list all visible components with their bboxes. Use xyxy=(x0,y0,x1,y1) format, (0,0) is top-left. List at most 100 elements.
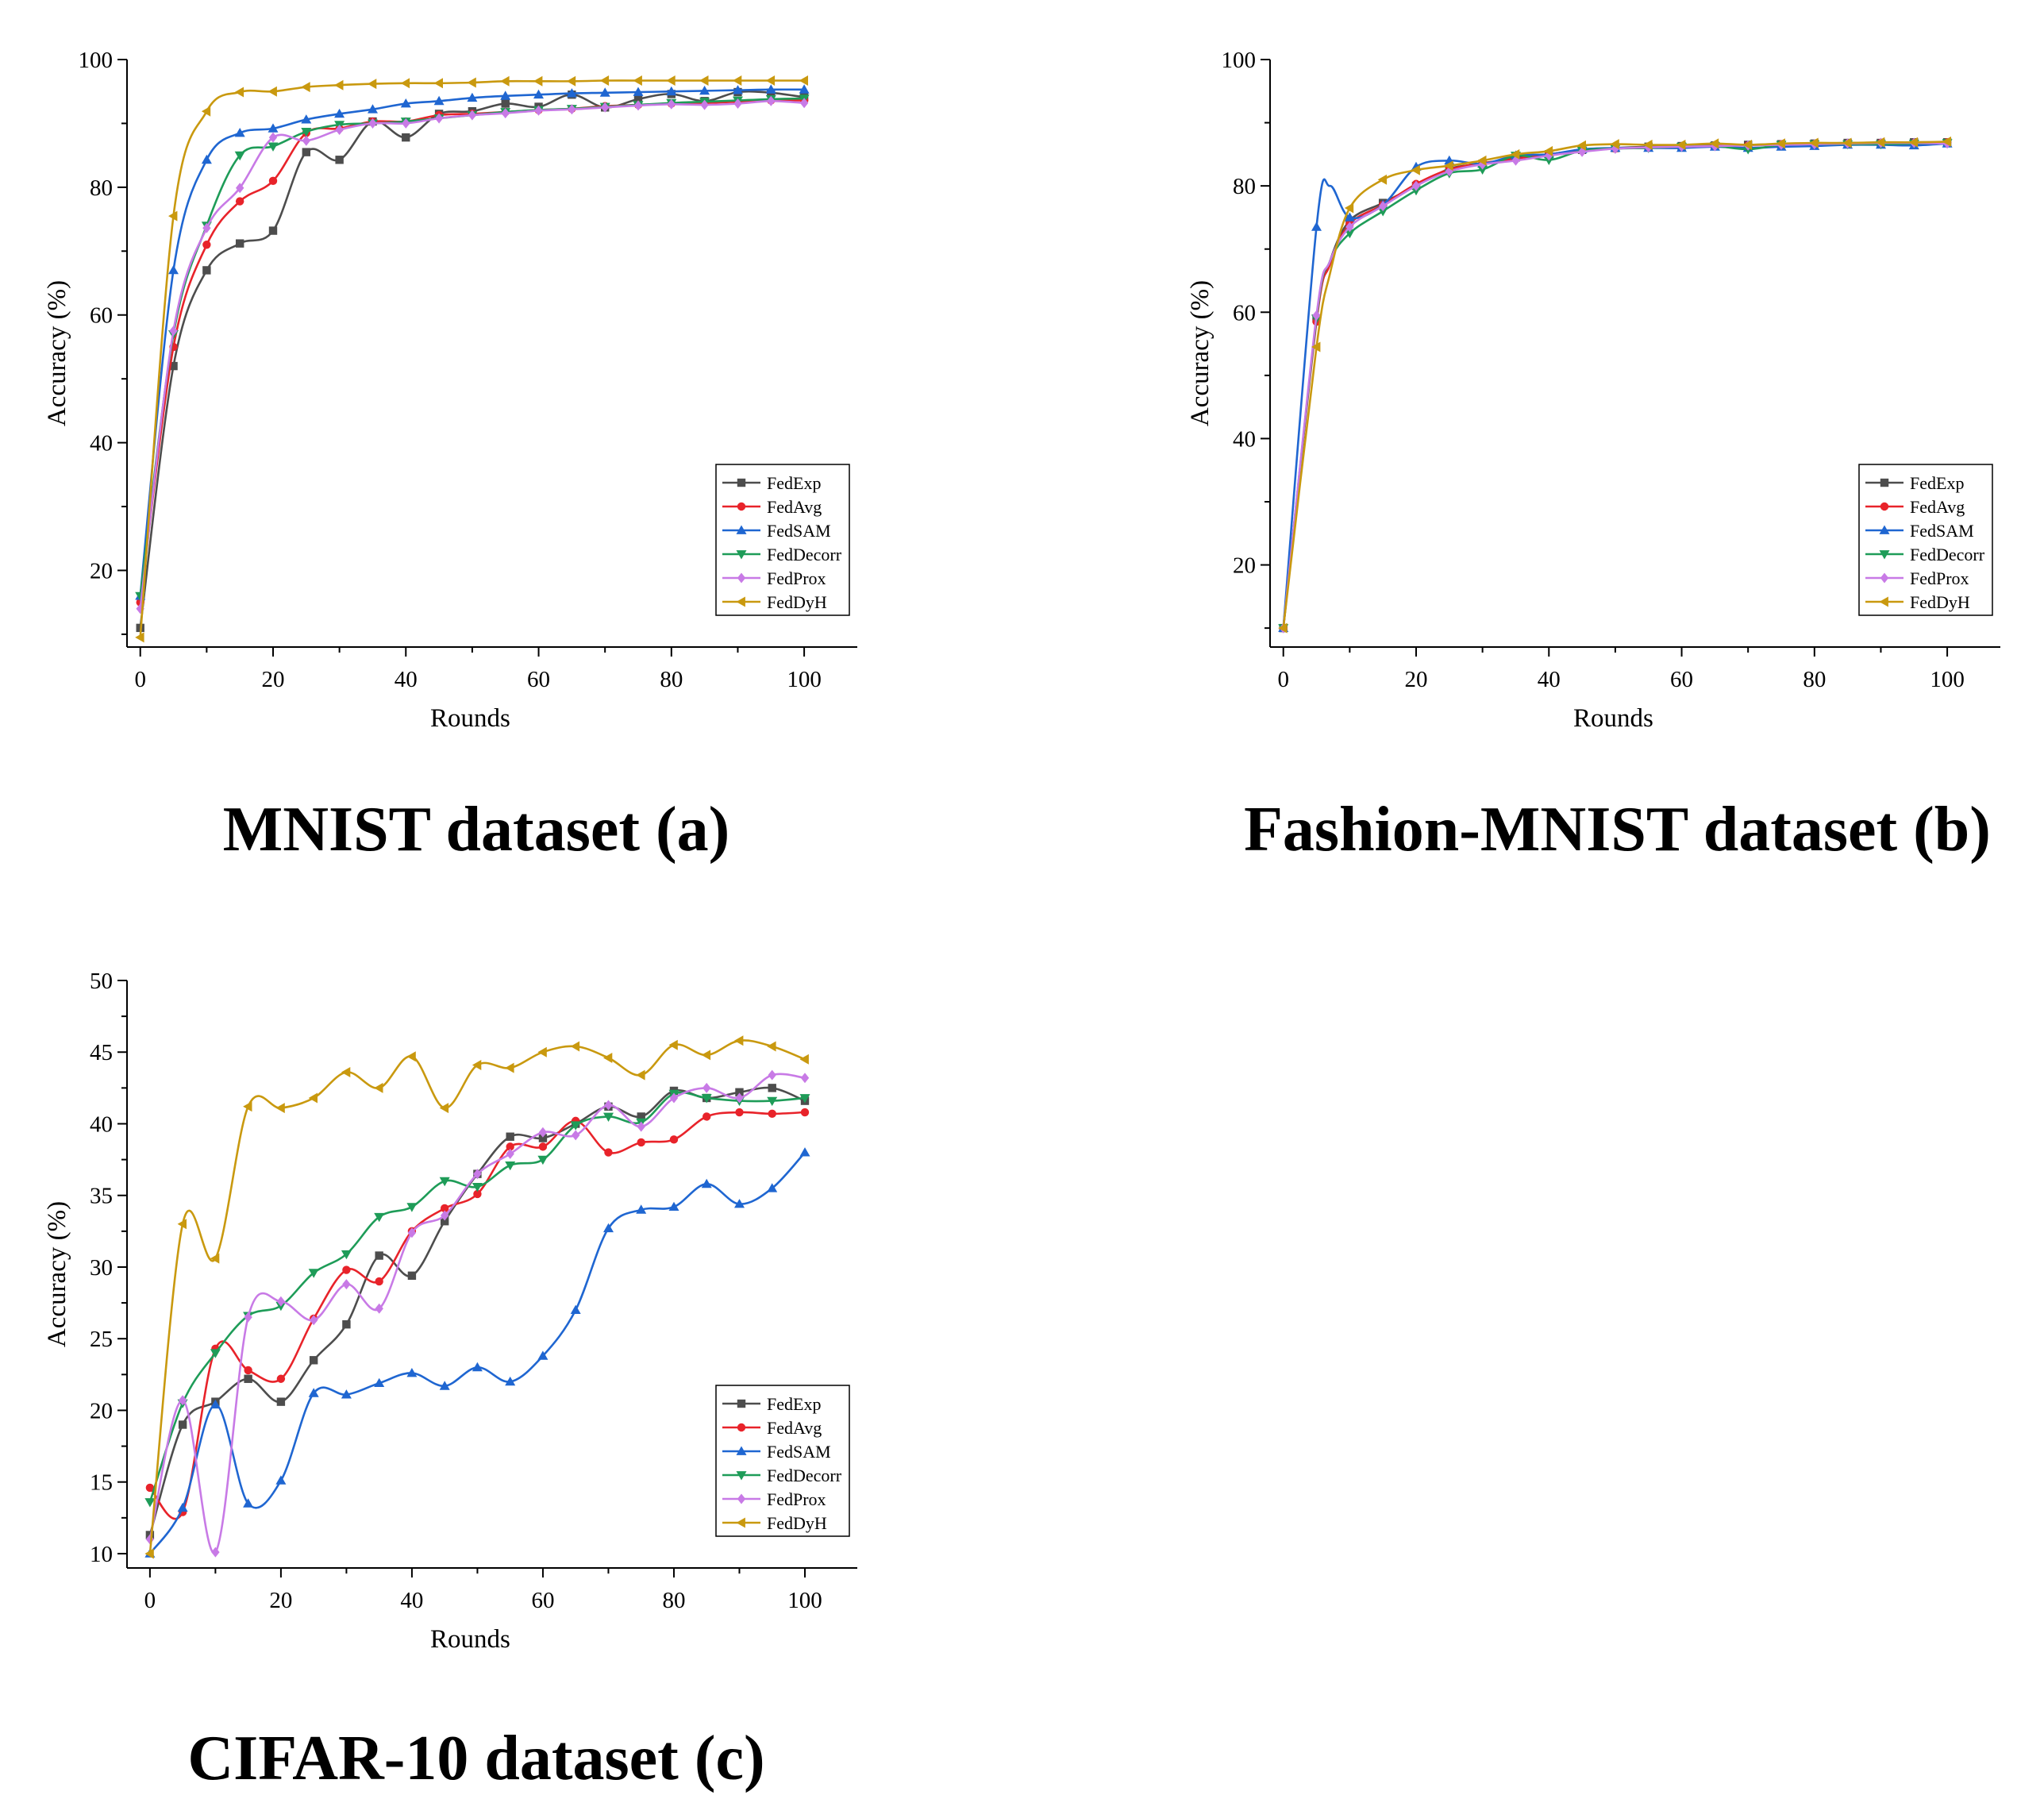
chart1-point-fedprox xyxy=(1411,180,1421,191)
chart2-x-tick-label: 40 xyxy=(400,1588,423,1613)
chart2-y-tick-label: 30 xyxy=(90,1255,113,1281)
chart0-y-tick-label: 40 xyxy=(90,431,113,456)
chart2-point-fedexp xyxy=(309,1356,318,1365)
chart2-series-feddecorr xyxy=(144,1089,810,1508)
chart1-y-tick-label: 40 xyxy=(1233,426,1256,452)
chart2-point-fedsam xyxy=(799,1147,810,1157)
chart1-point-fedprox xyxy=(1577,146,1587,157)
chart2-point-fedsam xyxy=(341,1389,352,1399)
chart0-point-feddyh xyxy=(500,75,510,87)
chart1-point-feddyh xyxy=(1543,145,1553,156)
chart0-point-fedsam xyxy=(268,123,279,133)
chart2-point-fedsam xyxy=(275,1475,287,1485)
chart1-x-tick-label: 100 xyxy=(1930,667,1965,692)
chart2-x-tick-label: 100 xyxy=(787,1588,822,1613)
chart2-point-fedexp xyxy=(244,1374,252,1383)
chart2-point-fedavg xyxy=(440,1204,449,1213)
chart0-point-feddyh xyxy=(301,82,310,93)
chart1-point-feddyh xyxy=(1908,137,1919,148)
chart0-point-feddecorr xyxy=(301,128,312,137)
chart0-point-fedprox xyxy=(601,102,610,113)
chart0-point-fedexp xyxy=(235,239,244,248)
chart2-point-fedavg xyxy=(800,1108,810,1117)
chart1-x-tick-label: 60 xyxy=(1670,667,1693,692)
chart2-point-fedsam xyxy=(177,1502,188,1512)
chart0-point-fedexp xyxy=(302,148,311,156)
chart0-point-fedavg xyxy=(235,197,244,206)
chart0-y-tick-label: 60 xyxy=(90,303,113,329)
chart0-point-fedprox xyxy=(335,125,344,135)
chart2-point-fedavg xyxy=(506,1142,514,1151)
chart0-point-fedexp xyxy=(501,99,510,108)
chart1-legend-box xyxy=(1858,464,1993,616)
chart0-point-feddecorr xyxy=(234,151,245,161)
chart2-point-feddyh xyxy=(799,1054,809,1065)
chart0-point-fedavg xyxy=(268,176,278,186)
chart0-y-tick-label: 100 xyxy=(79,48,114,73)
chart1-point-feddyh xyxy=(1576,140,1586,151)
chart0-point-fedsam xyxy=(566,88,577,98)
chart2-point-fedsam xyxy=(603,1223,614,1233)
chart0-point-fedprox xyxy=(700,99,709,110)
chart2-point-fedavg xyxy=(604,1148,613,1157)
chart2-point-feddyh xyxy=(570,1041,580,1052)
chart2-point-fedexp xyxy=(375,1251,383,1260)
chart1-point-fedsam xyxy=(1311,222,1322,231)
chart1-x-tick-label: 80 xyxy=(1803,667,1826,692)
chart0-point-fedprox xyxy=(501,108,510,119)
chart0-point-fedsam xyxy=(633,87,644,96)
chart2-point-feddyh xyxy=(210,1253,220,1264)
chart1-point-feddecorr xyxy=(1477,165,1488,175)
chart1-point-feddyh xyxy=(1876,137,1885,148)
chart1-point-feddyh xyxy=(1842,137,1852,148)
chart2-point-fedexp xyxy=(538,1134,548,1142)
chart0-line-feddyh xyxy=(139,79,805,638)
chart2-point-fedavg xyxy=(669,1135,679,1144)
chart0-series-feddyh xyxy=(135,75,808,643)
chart1-legend-label-fedsam: FedSAM xyxy=(1910,521,1974,541)
chart0-legend-marker-fedprox xyxy=(737,572,746,584)
chart1-line-feddyh xyxy=(1282,141,1948,629)
chart2-point-fedprox xyxy=(506,1148,514,1159)
chart2-point-fedavg xyxy=(703,1112,711,1121)
chart1-legend-marker-fedavg xyxy=(1880,502,1889,511)
chart0-point-feddyh xyxy=(433,78,443,89)
chart0-point-fedprox xyxy=(169,326,178,337)
chart2-point-feddyh xyxy=(406,1051,416,1062)
chart1-point-feddyh xyxy=(1809,137,1819,148)
chart1-legend-marker-fedexp xyxy=(1880,478,1889,487)
chart2-point-feddecorr xyxy=(537,1155,549,1165)
chart0-point-fedsam xyxy=(699,85,710,95)
chart1-point-feddyh xyxy=(1377,174,1388,185)
chart0-point-fedprox xyxy=(568,104,576,115)
chart2-point-feddecorr xyxy=(570,1121,581,1131)
chart2-point-fedavg xyxy=(538,1142,548,1151)
chart0-point-fedprox xyxy=(468,110,477,121)
chart2-legend-marker-fedexp xyxy=(737,1399,746,1408)
chart2-x-tick-label: 60 xyxy=(531,1588,554,1613)
chart1-point-feddyh xyxy=(1411,164,1420,175)
chart2-point-fedsam xyxy=(406,1368,418,1377)
chart1-y-axis-label: Accuracy (%) xyxy=(1186,280,1214,426)
chart2-point-fedsam xyxy=(636,1204,647,1214)
chart1-point-feddyh xyxy=(1643,139,1653,150)
chart0-point-fedprox xyxy=(667,98,676,110)
chart2-point-feddyh xyxy=(439,1103,449,1114)
chart0-point-fedsam xyxy=(733,85,743,94)
chart2-legend: FedExp FedAvg FedSAM FedDecorr FedProx FedDyH xyxy=(715,1385,850,1537)
chart1-point-feddecorr xyxy=(1377,207,1388,217)
chart0-point-fedsam xyxy=(765,84,776,94)
chart2-point-fedprox xyxy=(407,1227,417,1238)
chart2-point-feddyh xyxy=(275,1103,285,1114)
chart2-point-fedexp xyxy=(342,1319,351,1329)
chart2-point-fedprox xyxy=(342,1279,351,1290)
chart2-point-fedsam xyxy=(570,1304,581,1314)
chart1-point-feddyh xyxy=(1311,341,1321,352)
chart2-point-feddecorr xyxy=(308,1269,319,1278)
chart0-point-feddyh xyxy=(234,87,244,98)
chart2-point-fedexp xyxy=(506,1132,514,1141)
chart0-point-feddyh xyxy=(268,86,277,97)
chart2-point-fedavg xyxy=(473,1189,482,1199)
chart2-legend-marker-fedavg xyxy=(737,1423,746,1432)
